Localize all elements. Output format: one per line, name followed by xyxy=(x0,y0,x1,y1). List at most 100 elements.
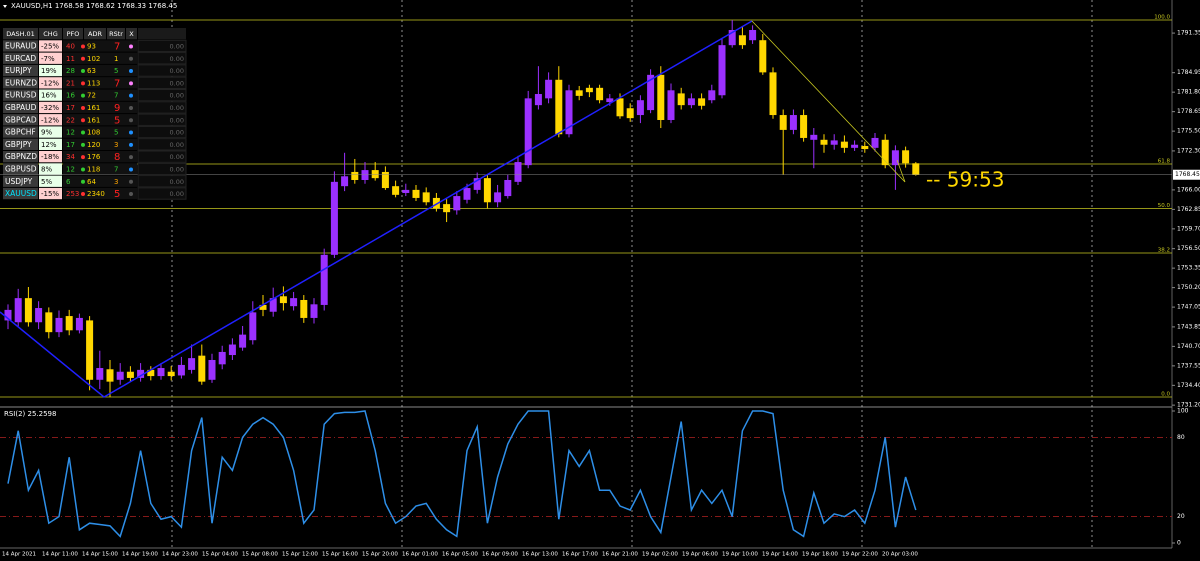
candle-body xyxy=(902,150,910,164)
pfo-dot xyxy=(81,142,85,147)
symbol: EURUSD xyxy=(5,91,37,100)
chg-cell xyxy=(39,163,62,175)
candle-body xyxy=(626,108,634,119)
candle-body xyxy=(361,170,369,180)
candle-body xyxy=(177,364,185,376)
candle-body xyxy=(871,137,879,148)
value: 0.00 xyxy=(170,67,184,75)
rsi-line xyxy=(7,410,917,538)
status-dot xyxy=(129,130,133,135)
pfo-dot xyxy=(81,130,85,135)
pfo-dot xyxy=(81,81,85,86)
candle-body xyxy=(830,140,838,145)
symbol-cell xyxy=(3,138,38,150)
fib-retracement-line xyxy=(751,20,906,183)
candle-body xyxy=(228,344,236,356)
candle-body xyxy=(402,189,410,193)
value-cell xyxy=(137,39,187,53)
chg-cell xyxy=(39,151,62,163)
symbol: XAUUSD xyxy=(5,189,37,198)
candle-body xyxy=(137,369,145,378)
value-cell xyxy=(137,101,187,114)
status-dot xyxy=(129,81,133,86)
candle-body xyxy=(14,298,22,323)
value: 0.00 xyxy=(170,104,184,112)
time-label: 16 Apr 01:00 xyxy=(402,552,438,558)
pfo: 6 xyxy=(66,178,71,186)
candle-body xyxy=(453,196,461,211)
pfo: 17 xyxy=(66,104,75,112)
candle-body xyxy=(249,312,257,341)
chg: -25% xyxy=(41,42,59,50)
chg-cell xyxy=(39,175,62,187)
candle-body xyxy=(585,87,593,93)
adr: 113 xyxy=(87,79,100,87)
fib-label: 100.0 xyxy=(1154,15,1170,21)
candle-body xyxy=(341,176,349,187)
candle-body xyxy=(565,90,573,135)
pfo: 253 xyxy=(66,190,79,198)
pfo-dot xyxy=(81,44,85,49)
symbol: GBPUSD xyxy=(5,164,37,173)
symbol-cell xyxy=(3,126,38,138)
candle-body xyxy=(800,115,808,138)
chg: 8% xyxy=(41,165,52,173)
rsi-tick-label: 100 xyxy=(1177,408,1189,415)
candle-body xyxy=(575,90,583,96)
candle-body xyxy=(667,90,675,120)
chg: -12% xyxy=(41,116,59,124)
collapse-icon[interactable] xyxy=(3,5,7,8)
candle-body xyxy=(514,162,522,182)
candle-body xyxy=(188,358,196,370)
time-label: 19 Apr 14:00 xyxy=(762,552,798,558)
rstr: 7 xyxy=(114,92,118,100)
candle-body xyxy=(728,29,736,46)
adr: 2340 xyxy=(87,190,105,198)
time-label: 20 Apr 03:00 xyxy=(882,552,918,558)
candle-body xyxy=(779,115,787,130)
candle-body xyxy=(463,188,471,200)
status-dot xyxy=(129,192,133,197)
candle-body xyxy=(35,308,43,323)
chg-cell xyxy=(39,101,62,114)
candle-body xyxy=(269,298,277,312)
rsi-tick-label: 80 xyxy=(1177,434,1185,441)
symbol-cell xyxy=(3,64,38,77)
time-label: 16 Apr 13:00 xyxy=(522,552,558,558)
bid-label: 1768.45 xyxy=(1175,171,1200,178)
bid-box xyxy=(1173,169,1200,180)
candle-body xyxy=(759,40,767,73)
candle-body xyxy=(208,359,216,380)
fib-label: 50.0 xyxy=(1158,203,1171,209)
chg-cell xyxy=(39,114,62,126)
chg: -32% xyxy=(41,104,59,112)
candle-body xyxy=(677,93,685,106)
candle-body xyxy=(75,317,83,331)
status-dot xyxy=(129,56,133,61)
candle-body xyxy=(300,299,308,318)
value: 0.00 xyxy=(170,79,184,87)
status-dot xyxy=(129,44,133,49)
symbol: GBPAUD xyxy=(5,103,37,112)
rstr: 3 xyxy=(114,178,118,186)
candle-body xyxy=(606,98,614,103)
rstr: 7 xyxy=(114,41,120,52)
dash-header: X xyxy=(129,30,134,38)
candle-body xyxy=(147,369,155,377)
symbol-cell xyxy=(3,187,38,200)
pfo-cell xyxy=(63,163,137,175)
candle-body xyxy=(65,316,73,331)
dash-header: RStr xyxy=(109,30,123,38)
symbol-cell xyxy=(3,89,38,101)
dash-header-cell xyxy=(84,28,106,40)
time-label: 15 Apr 12:00 xyxy=(282,552,318,558)
time-label: 15 Apr 08:00 xyxy=(242,552,278,558)
time-label: 16 Apr 09:00 xyxy=(482,552,518,558)
time-label: 16 Apr 05:00 xyxy=(442,552,478,558)
pfo: 17 xyxy=(66,141,75,149)
rsi-label: RSI(2) 25.2598 xyxy=(4,410,56,418)
symbol: GBPNZD xyxy=(5,152,37,161)
pfo-cell xyxy=(63,64,137,77)
candle-body xyxy=(555,79,563,135)
